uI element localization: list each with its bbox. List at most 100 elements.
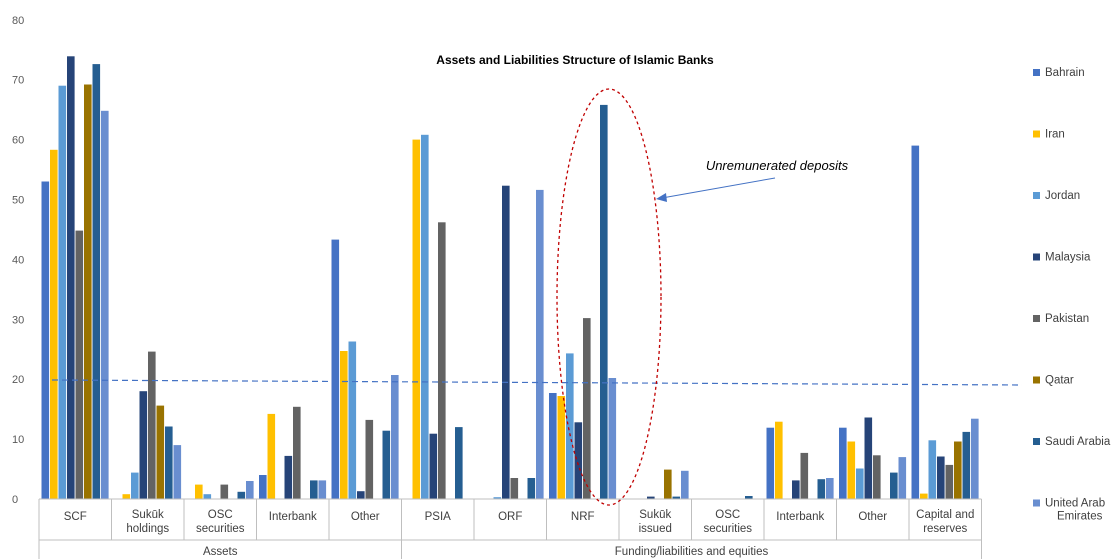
legend-label: United Arab: [1045, 498, 1105, 510]
x-tick-label: PSIA: [425, 511, 452, 523]
bar: [101, 110, 109, 500]
x-tick-label: Other: [351, 511, 380, 523]
bar: [898, 457, 907, 499]
legend-item: Saudi Arabia: [1033, 436, 1111, 448]
y-tick-label: 50: [12, 195, 24, 207]
highlight-ellipse: [556, 88, 662, 506]
bar: [557, 396, 566, 499]
bar: [911, 145, 920, 499]
legend-label: Saudi Arabia: [1045, 436, 1111, 448]
bar: [41, 181, 50, 499]
bar: [318, 480, 327, 499]
bar: [84, 84, 92, 499]
y-tick-label: 60: [12, 135, 24, 147]
x-tick-label: NRF: [571, 511, 595, 523]
bar: [664, 469, 672, 499]
bar: [165, 426, 173, 499]
bars: [41, 56, 979, 500]
legend-item: Pakistan: [1033, 313, 1089, 325]
annotation-unremunerated: Unremunerated deposits: [706, 158, 849, 173]
legend-swatch: [1033, 192, 1040, 199]
bar: [246, 481, 254, 499]
bar: [873, 455, 881, 499]
bar: [954, 441, 962, 499]
legend-swatch: [1033, 69, 1040, 76]
bar: [527, 478, 536, 499]
bar: [173, 445, 182, 499]
bar: [928, 440, 937, 499]
legend-label: Qatar: [1045, 375, 1074, 387]
x-tick-label: reserves: [923, 523, 967, 535]
x-tick-label: holdings: [126, 523, 169, 535]
bar: [817, 479, 826, 499]
legend-label: Bahrain: [1045, 67, 1085, 79]
x-tick-label: Other: [858, 511, 887, 523]
bar: [847, 441, 856, 499]
bar: [429, 433, 438, 499]
x-tick-label: Interbank: [269, 511, 317, 523]
bar: [864, 417, 873, 499]
bar: [971, 418, 979, 499]
x-tick-label: Sukūk: [132, 509, 164, 521]
bar: [357, 491, 365, 499]
y-tick-label: 30: [12, 314, 24, 326]
bar: [203, 494, 212, 499]
bar: [412, 139, 421, 499]
bar: [122, 494, 131, 499]
bar: [195, 484, 203, 499]
bar: [284, 455, 293, 499]
legend-swatch: [1033, 253, 1040, 261]
x-tick-label: Capital and: [916, 509, 974, 521]
bar: [800, 452, 809, 499]
bar: [220, 484, 229, 499]
bar: [745, 496, 753, 499]
x-tick-label: Sukūk: [639, 509, 671, 521]
bar: [583, 318, 591, 499]
annotation-arrow: [661, 177, 776, 199]
bar: [681, 470, 689, 499]
bar: [92, 64, 101, 499]
bar: [131, 472, 139, 499]
bar: [510, 478, 519, 499]
bar: [920, 493, 928, 499]
x-tick-label: ORF: [498, 511, 522, 523]
bar: [259, 475, 267, 499]
legend: Bahrain Iran Jordan Malaysia Pakistan Qatar Sa…: [1033, 67, 1111, 523]
chart-title: Assets and Liabilities Structure of Isla…: [436, 53, 714, 67]
bar: [310, 480, 318, 499]
bar: [502, 185, 510, 499]
x-tick-label: SCF: [64, 511, 87, 523]
bar: [945, 464, 954, 499]
x-tick-label: Interbank: [776, 511, 824, 523]
bar: [421, 134, 429, 500]
x-tick-label: securities: [703, 523, 752, 535]
bar: [536, 189, 544, 499]
bar: [962, 431, 971, 499]
y-tick-label: 0: [12, 494, 18, 506]
x-tick-label: securities: [196, 523, 245, 535]
legend-swatch: [1033, 376, 1040, 384]
legend-label: Jordan: [1045, 190, 1080, 202]
bar: [672, 496, 681, 499]
bar: [365, 419, 374, 499]
x-tick-label: OSC: [715, 509, 740, 521]
x-group-label: Assets: [203, 546, 238, 558]
legend-item: Jordan: [1033, 190, 1080, 202]
threshold-line: [51, 379, 1023, 386]
x-axis: SCF Sukūk holdings OSC securities Interbank Ot…: [38, 498, 982, 559]
bar: [455, 427, 463, 499]
legend-item: Malaysia: [1033, 252, 1091, 264]
y-tick-label: 40: [12, 254, 24, 266]
bar: [937, 456, 945, 499]
y-tick-label: 20: [12, 374, 24, 386]
bar: [438, 222, 446, 500]
legend-label: Malaysia: [1045, 252, 1091, 264]
bar: [566, 353, 574, 499]
y-axis: 0 10 20 30 40 50 60 70 80: [12, 15, 24, 506]
bar: [50, 149, 58, 500]
legend-label: Iran: [1045, 129, 1065, 141]
bar: [856, 468, 864, 499]
legend-label: Emirates: [1057, 511, 1103, 523]
